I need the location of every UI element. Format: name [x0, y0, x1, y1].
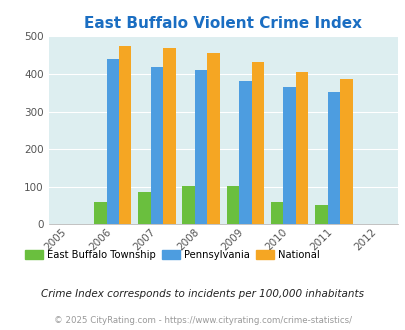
- Bar: [119, 46, 131, 224]
- Text: Crime Index corresponds to incidents per 100,000 inhabitants: Crime Index corresponds to incidents per…: [41, 289, 364, 299]
- Title: East Buffalo Violent Crime Index: East Buffalo Violent Crime Index: [84, 16, 361, 31]
- Bar: [150, 67, 163, 224]
- Bar: [163, 48, 175, 224]
- Bar: [270, 202, 283, 224]
- Bar: [138, 192, 150, 224]
- Bar: [339, 79, 352, 224]
- Bar: [207, 53, 220, 224]
- Text: © 2025 CityRating.com - https://www.cityrating.com/crime-statistics/: © 2025 CityRating.com - https://www.city…: [54, 316, 351, 325]
- Bar: [182, 186, 194, 224]
- Bar: [226, 186, 239, 224]
- Bar: [327, 92, 339, 224]
- Bar: [295, 72, 307, 224]
- Bar: [251, 62, 264, 224]
- Bar: [239, 82, 251, 224]
- Bar: [106, 59, 119, 224]
- Legend: East Buffalo Township, Pennsylvania, National: East Buffalo Township, Pennsylvania, Nat…: [21, 246, 323, 264]
- Bar: [283, 87, 295, 224]
- Bar: [94, 202, 106, 224]
- Bar: [314, 205, 327, 224]
- Bar: [194, 70, 207, 224]
